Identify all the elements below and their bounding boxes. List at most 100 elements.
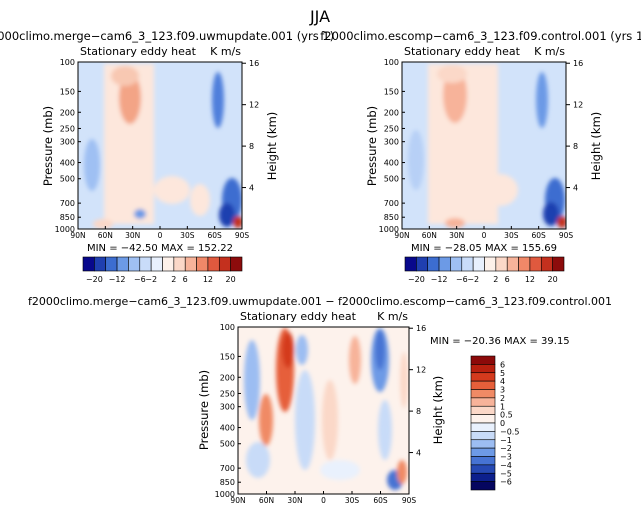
warm-anomaly <box>437 65 467 83</box>
y-tick-label: 500 <box>384 175 399 184</box>
colorbar-swatch <box>495 256 508 272</box>
y-tick-label: 700 <box>60 199 75 208</box>
colorbar-swatch <box>470 414 496 424</box>
colorbar-label: −4 <box>500 461 512 470</box>
colorbar-label: 6 <box>505 275 510 284</box>
y-tick-label: 250 <box>384 124 399 133</box>
y-tick-label: 150 <box>384 87 399 96</box>
y-tick-label: 150 <box>220 352 235 361</box>
colorbar-swatch <box>128 256 141 272</box>
stats-label: MIN = −28.05 MAX = 155.69 <box>411 243 557 254</box>
colorbar-swatch <box>470 464 496 474</box>
x-tick-label: 60S <box>532 231 547 240</box>
colorbar-label: 0 <box>500 419 505 428</box>
colorbar-swatch <box>552 256 565 272</box>
colorbar-swatch <box>470 372 496 382</box>
x-tick-label: 60N <box>259 496 274 505</box>
units-label: K m/s <box>377 310 408 323</box>
colorbar-swatch <box>484 256 497 272</box>
colorbar-label: −6 <box>500 478 512 487</box>
warm-anomaly <box>190 184 210 216</box>
x-tick-label: 90N <box>394 231 409 240</box>
stats-label: MIN = −20.36 MAX = 39.15 <box>430 336 570 347</box>
colorbar-swatch <box>438 256 451 272</box>
heatmap-field <box>238 327 409 494</box>
y2-tick-label: 12 <box>416 366 426 375</box>
case-title: f2000climo.escomp−cam6_3_123.f09.control… <box>320 29 641 43</box>
y-tick-label: 1000 <box>55 225 75 234</box>
y2-tick-label: 16 <box>249 59 259 68</box>
x-tick-label: 60S <box>208 231 223 240</box>
colorbar-swatch <box>416 256 429 272</box>
colorbar-swatch <box>470 439 496 449</box>
y-tick-label: 200 <box>384 108 399 117</box>
cold-anomaly <box>212 72 224 128</box>
y-tick-label: 300 <box>384 138 399 147</box>
colorbar-label: −12 <box>431 275 448 284</box>
x-tick-label: 0 <box>482 231 487 240</box>
colorbar-label: 0.5 <box>500 411 513 420</box>
y-axis-label: Pressure (mb) <box>197 370 211 450</box>
y-tick-label: 500 <box>220 440 235 449</box>
y-tick-label: 500 <box>60 175 75 184</box>
colorbar-swatch <box>540 256 553 272</box>
pressure-axis: 100 150 200 250 300 400 500 700 850 1000 4 8 12 16 90N… <box>55 58 260 240</box>
colorbar: −20 −12 −6 −2 2 6 12 20 <box>404 256 565 284</box>
colorbar-swatch <box>196 256 209 272</box>
colorbar-label: 12 <box>525 275 535 284</box>
y2-tick-label: 12 <box>249 101 259 110</box>
y2-axis-label: Height (km) <box>589 112 603 181</box>
colorbar-swatch <box>162 256 175 272</box>
y-tick-label: 850 <box>60 213 75 222</box>
cold-anomaly <box>84 139 100 191</box>
x-tick-label: 90N <box>70 231 85 240</box>
y-tick-label: 700 <box>384 199 399 208</box>
colorbar-swatch <box>116 256 129 272</box>
x-tick-label: 90S <box>559 231 574 240</box>
colorbar-swatch <box>105 256 118 272</box>
x-tick-label: 30S <box>345 496 360 505</box>
y-tick-label: 100 <box>384 58 399 67</box>
colorbar-swatch <box>470 447 496 457</box>
x-tick-label: 30N <box>449 231 464 240</box>
colorbar-swatch <box>470 355 496 365</box>
y-axis-label: Pressure (mb) <box>41 106 55 186</box>
y-tick-label: 850 <box>384 213 399 222</box>
y-tick-label: 200 <box>220 373 235 382</box>
colorbar-swatch <box>470 422 496 432</box>
units-label: K m/s <box>210 45 241 58</box>
y-tick-label: 100 <box>220 323 235 332</box>
colorbar-label: 6 <box>500 360 505 369</box>
colorbar-label: 5 <box>500 369 505 378</box>
colorbar-label: −3 <box>500 453 512 462</box>
colorbar-swatch <box>529 256 542 272</box>
y-tick-label: 850 <box>220 478 235 487</box>
warm-anomaly <box>349 336 361 384</box>
cold-anomaly <box>134 209 146 219</box>
colorbar-swatch <box>470 481 496 491</box>
variable-label: Stationary eddy heat <box>80 45 197 58</box>
colorbar-label: −6 <box>456 275 468 284</box>
y-tick-label: 300 <box>220 403 235 412</box>
warm-anomaly <box>111 66 139 86</box>
colorbar-label: −6 <box>134 275 146 284</box>
warm-anomaly <box>233 216 242 228</box>
x-tick-label: 0 <box>158 231 163 240</box>
colorbar-swatch <box>139 256 152 272</box>
y2-tick-label: 8 <box>416 407 421 416</box>
colorbar-swatch <box>470 380 496 390</box>
y-tick-label: 400 <box>384 159 399 168</box>
colorbar: −20 −12 −6 −2 2 6 12 20 <box>82 256 243 284</box>
warm-anomaly <box>557 216 566 228</box>
cold-anomaly <box>408 130 424 190</box>
colorbar-swatch <box>470 405 496 415</box>
stats-label: MIN = −42.50 MAX = 152.22 <box>87 243 233 254</box>
warm-anomaly <box>322 380 338 460</box>
x-tick-label: 30N <box>125 231 140 240</box>
colorbar-label: 2 <box>500 394 505 403</box>
colorbar-swatch <box>470 397 496 407</box>
colorbar-swatch <box>470 389 496 399</box>
warm-anomaly <box>282 332 294 368</box>
